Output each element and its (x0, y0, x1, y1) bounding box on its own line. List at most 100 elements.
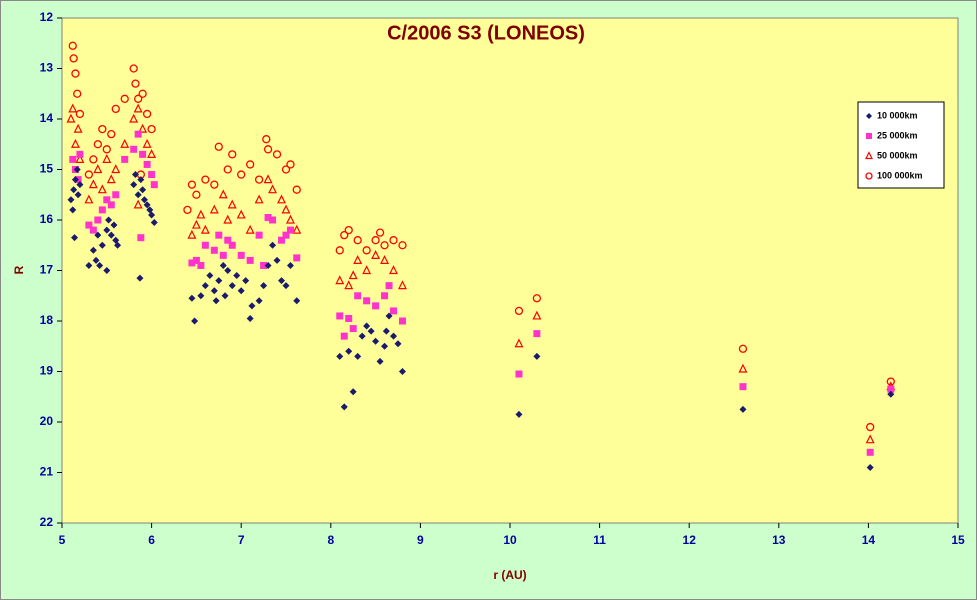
point (224, 236, 232, 244)
point (150, 219, 158, 227)
point (228, 150, 237, 159)
point (103, 267, 111, 274)
point (381, 292, 389, 300)
point (887, 390, 895, 398)
point (93, 164, 103, 174)
point (200, 224, 210, 234)
point (282, 282, 290, 290)
point (385, 282, 393, 290)
point (515, 410, 523, 418)
point (389, 265, 398, 275)
point (248, 302, 256, 310)
point (532, 310, 542, 320)
point (215, 231, 223, 239)
point (293, 254, 301, 262)
point (191, 219, 201, 229)
point (133, 103, 143, 113)
point (103, 196, 111, 204)
x-axis-label: r (AU) (493, 568, 526, 582)
legend-marker (865, 151, 873, 160)
point (201, 175, 210, 184)
point (187, 229, 197, 239)
point (150, 181, 158, 189)
point (130, 181, 138, 189)
chart-title: C/2006 S3 (LONEOS) (387, 22, 585, 44)
point (196, 209, 206, 219)
point (111, 104, 120, 114)
point (281, 165, 291, 174)
y-tick-label: 20 (40, 414, 54, 428)
y-tick-label: 12 (40, 10, 54, 24)
point (96, 261, 104, 269)
point (268, 184, 278, 194)
point (138, 123, 148, 133)
point (219, 251, 227, 259)
point (224, 267, 232, 274)
point (223, 214, 233, 224)
point (69, 54, 78, 63)
point (354, 292, 362, 300)
point (254, 175, 264, 184)
point (269, 241, 277, 249)
point (375, 228, 385, 237)
point (143, 201, 151, 209)
point (514, 306, 524, 316)
point (385, 312, 393, 320)
point (887, 385, 895, 393)
point (286, 214, 295, 224)
point (214, 142, 223, 151)
point (192, 190, 201, 199)
point (215, 277, 223, 285)
point (88, 179, 98, 189)
point (738, 363, 748, 373)
point (866, 463, 874, 471)
point (191, 317, 199, 325)
point (358, 332, 366, 340)
point (264, 261, 272, 269)
legend-label: 25 000km (877, 130, 918, 140)
point (212, 297, 220, 305)
point (865, 434, 875, 444)
point (206, 272, 214, 280)
point (398, 368, 406, 375)
point (738, 344, 748, 353)
point (107, 201, 115, 209)
point (85, 261, 93, 269)
legend-marker (866, 133, 872, 139)
legend-label: 100 000km (877, 170, 923, 180)
point (382, 327, 390, 335)
point (66, 113, 76, 123)
point (263, 145, 273, 154)
point (292, 185, 301, 194)
x-tick-label: 8 (327, 533, 334, 547)
point (515, 370, 523, 378)
y-tick-label: 22 (40, 515, 54, 529)
legend-label: 10 000km (877, 110, 918, 120)
point (143, 160, 151, 168)
x-tick-label: 6 (148, 533, 155, 547)
point (233, 272, 241, 280)
point (134, 130, 142, 138)
point (75, 154, 85, 163)
point (112, 191, 120, 199)
point (260, 282, 268, 290)
point (92, 256, 100, 264)
point (106, 174, 116, 184)
point (210, 180, 219, 189)
point (335, 246, 344, 255)
point (340, 403, 348, 411)
plot-area (61, 17, 959, 524)
point (242, 277, 250, 285)
point (102, 154, 112, 163)
x-tick-label: 7 (238, 533, 245, 547)
point (345, 347, 353, 355)
x-tick-label: 15 (951, 533, 965, 547)
point (137, 234, 145, 242)
x-tick-label: 13 (772, 533, 786, 547)
point (246, 314, 254, 322)
point (278, 236, 286, 244)
point (246, 256, 254, 264)
point (148, 171, 156, 179)
point (89, 226, 97, 234)
